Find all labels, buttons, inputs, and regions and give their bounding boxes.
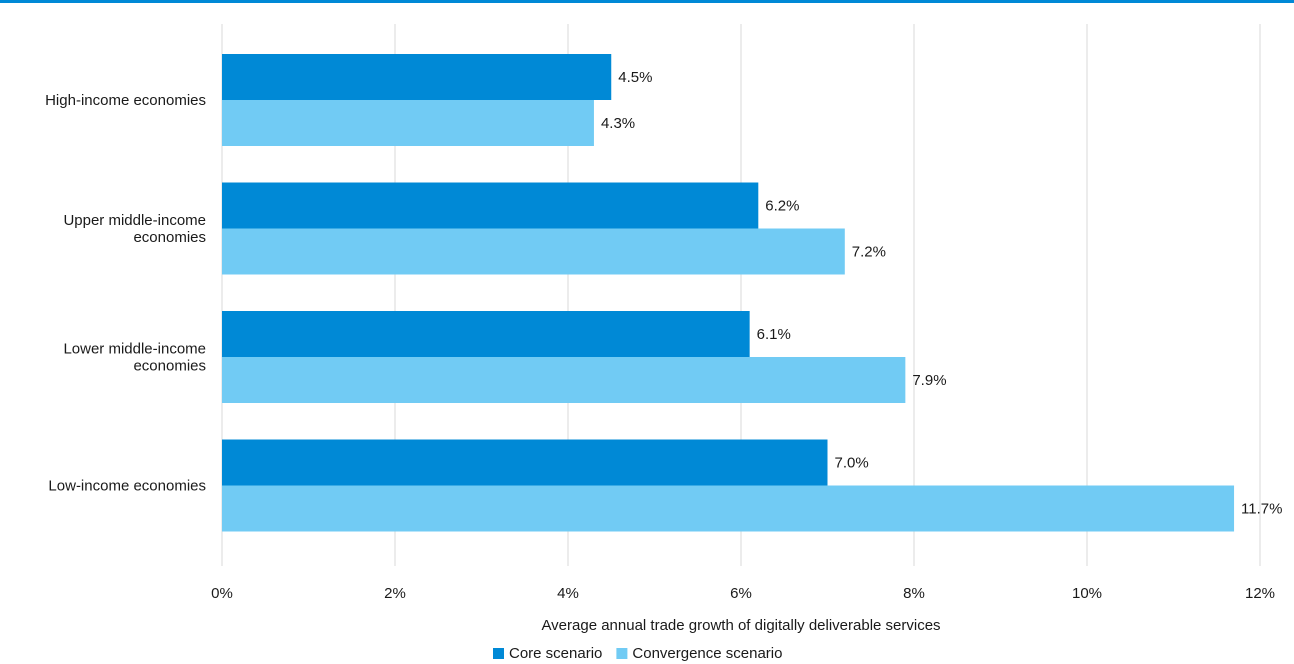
- legend-label-core: Core scenario: [509, 645, 602, 662]
- x-tick-labels: 0% 2% 4% 6% 8% 10% 12%: [211, 585, 1275, 602]
- top-accent-rule: [0, 0, 1294, 3]
- bar-value-label: 6.2%: [765, 198, 799, 215]
- bar-value-label: 6.1%: [757, 326, 791, 343]
- bar-value-label: 4.5%: [618, 69, 652, 86]
- category-label: Lower middle-income economies: [63, 341, 206, 375]
- bar-value-label: 11.7%: [1241, 501, 1282, 518]
- x-tick-label: 0%: [211, 585, 233, 602]
- category-label: High-income economies: [45, 92, 206, 109]
- bar-convergence: [222, 485, 1235, 532]
- value-labels: 4.5% 4.3% 6.2% 7.2% 6.1% 7.9% 7.0% 11.7%: [601, 69, 1283, 518]
- bar-value-label: 7.9%: [912, 372, 946, 389]
- bar-core: [222, 311, 750, 357]
- bars: [222, 54, 1235, 532]
- x-tick-label: 8%: [903, 585, 925, 602]
- bar-value-label: 7.2%: [852, 244, 886, 261]
- x-axis-title: Average annual trade growth of digitally…: [541, 617, 940, 634]
- bar-value-label: 4.3%: [601, 115, 635, 132]
- category-labels: High-income economies Upper middle-income…: [45, 92, 206, 495]
- legend: Core scenario Convergence scenario: [493, 645, 782, 662]
- legend-swatch-core: [493, 648, 504, 659]
- legend-swatch-convergence: [616, 648, 628, 659]
- x-tick-label: 12%: [1245, 585, 1275, 602]
- bar-core: [222, 54, 612, 100]
- legend-label-convergence: Convergence scenario: [632, 645, 782, 662]
- bar-convergence: [222, 357, 906, 403]
- x-tick-label: 4%: [557, 585, 579, 602]
- x-tick-label: 6%: [730, 585, 752, 602]
- bar-core: [222, 439, 828, 486]
- category-label: Upper middle-income economies: [63, 212, 206, 246]
- bar-value-label: 7.0%: [835, 455, 869, 472]
- x-tick-label: 2%: [384, 585, 406, 602]
- bar-convergence: [222, 228, 845, 275]
- bar-core: [222, 182, 759, 229]
- x-tick-label: 10%: [1072, 585, 1102, 602]
- bar-convergence: [222, 100, 594, 146]
- category-label: Low-income economies: [48, 478, 206, 495]
